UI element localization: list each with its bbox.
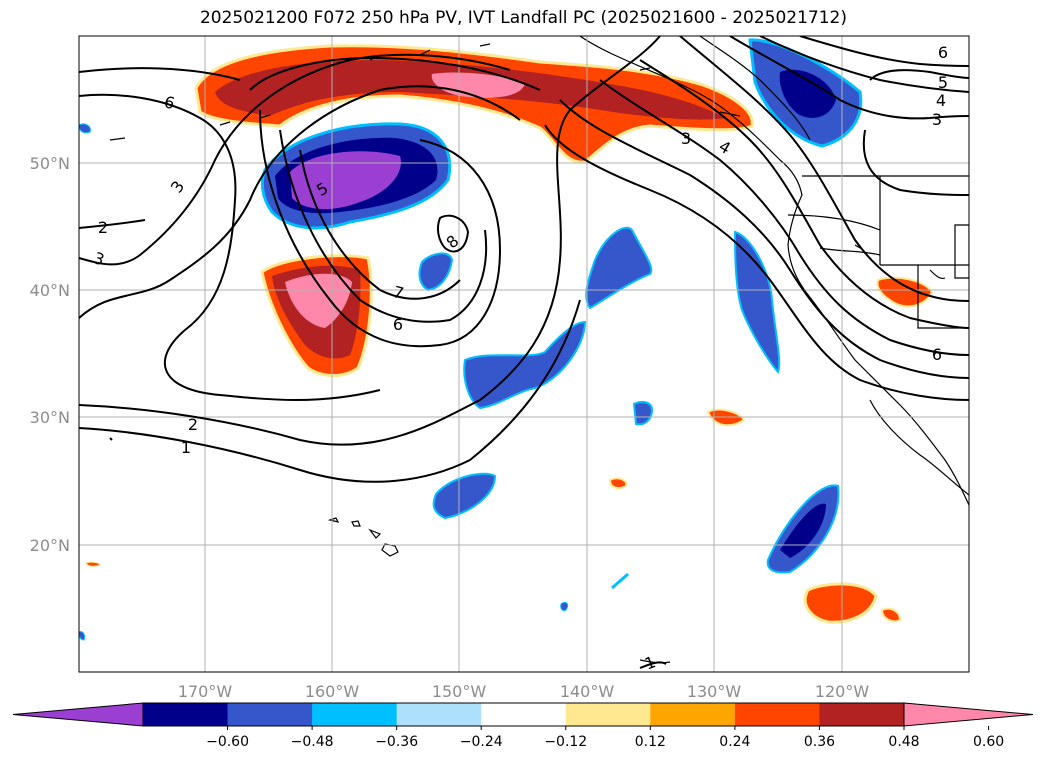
colorbar-bin	[143, 703, 229, 726]
longitude-axis: 170°W 160°W 150°W 140°W 130°W 120°W	[178, 682, 870, 701]
colorbar-tick-label: 0.36	[804, 734, 835, 750]
contour-label: 5	[938, 73, 948, 92]
colorbar-tick-label: 0.24	[719, 734, 750, 750]
contour-label: 3	[681, 129, 691, 148]
longitude-label: 130°W	[687, 682, 742, 701]
colorbar-tick-label: −0.60	[206, 734, 249, 750]
longitude-label: 140°W	[560, 682, 615, 701]
map-title: 2025021200 F072 250 hPa PV, IVT Landfall…	[199, 8, 847, 28]
contour-label: 3	[932, 110, 942, 129]
colorbar-tick-label: 0.48	[888, 734, 919, 750]
latitude-label: 30°N	[30, 408, 70, 427]
colorbar-frame	[142, 702, 905, 727]
colorbar-bin	[819, 703, 905, 726]
map-frame	[78, 35, 970, 673]
negative-anomaly-shading	[79, 38, 863, 641]
colorbar: −0.60 −0.48 −0.36 −0.24 −0.12 0.12 0.24 0.36 0.4…	[12, 702, 1034, 750]
contour-label: 6	[938, 43, 948, 62]
longitude-label: 150°W	[432, 682, 487, 701]
latitude-label: 40°N	[30, 281, 70, 300]
colorbar-bin	[227, 703, 313, 726]
latitude-label: 20°N	[30, 536, 70, 555]
colorbar-tick-label: −0.24	[460, 734, 503, 750]
graticule	[79, 36, 969, 672]
colorbar-bin	[734, 703, 820, 726]
longitude-label: 120°W	[815, 682, 870, 701]
colorbar-bin	[565, 703, 651, 726]
contour-label: 6	[393, 315, 403, 334]
colorbar-bin	[396, 703, 482, 726]
latitude-axis: 50°N 40°N 30°N 20°N	[30, 154, 70, 555]
ivt-contours	[79, 36, 969, 669]
colorbar-extend-low	[12, 702, 144, 727]
map-plot-area: 6 3 2 3 5 8 7 6 2 1 6 5 4 3 6 3 4 1	[79, 36, 969, 672]
longitude-label: 160°W	[305, 682, 360, 701]
contour-label: 2	[98, 218, 108, 237]
contour-label: 1	[181, 438, 191, 457]
colorbar-tick-label: −0.12	[544, 734, 587, 750]
contour-label: 7	[391, 282, 406, 303]
colorbar-tick-label: −0.36	[375, 734, 418, 750]
colorbar-bin	[650, 703, 736, 726]
contour-label: 4	[936, 91, 946, 110]
contour-label: 6	[932, 345, 942, 364]
longitude-label: 170°W	[178, 682, 233, 701]
colorbar-bin	[481, 703, 567, 726]
latitude-label: 50°N	[30, 154, 70, 173]
colorbar-tick-label: −0.48	[291, 734, 334, 750]
contour-label: 2	[188, 415, 198, 434]
colorbar-tick-label: 0.12	[635, 734, 666, 750]
colorbar-tick-label: 0.60	[973, 734, 1004, 750]
contour-label: 6	[162, 92, 177, 113]
colorbar-extend-high	[903, 702, 1034, 727]
colorbar-bin	[312, 703, 398, 726]
